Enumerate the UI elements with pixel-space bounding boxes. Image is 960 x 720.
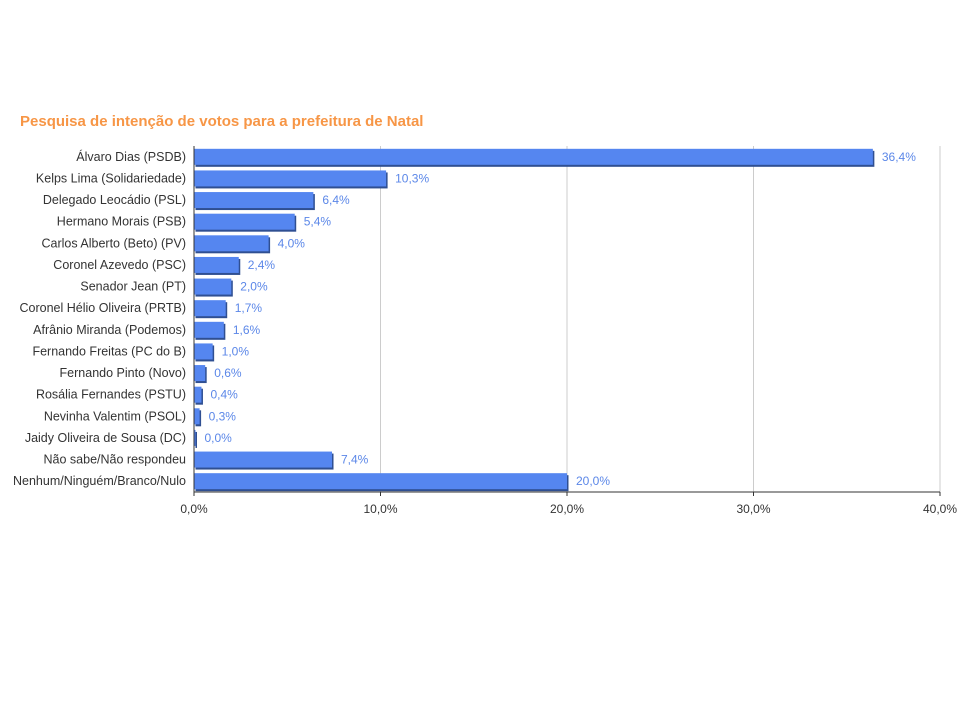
category-label: Rosália Fernandes (PSTU): [36, 388, 186, 402]
x-tick-label: 20,0%: [550, 502, 584, 516]
bar: [194, 321, 224, 338]
x-tick-label: 10,0%: [363, 502, 397, 516]
data-label: 1,7%: [235, 301, 263, 315]
bar: [194, 408, 200, 425]
category-label: Delegado Leocádio (PSL): [43, 193, 186, 207]
x-tick-label: 0,0%: [180, 502, 208, 516]
x-tick-label: 40,0%: [923, 502, 957, 516]
data-label: 2,0%: [240, 280, 268, 294]
category-label: Não sabe/Não respondeu: [44, 453, 187, 467]
category-label: Hermano Morais (PSB): [57, 215, 186, 229]
category-label: Kelps Lima (Solidariedade): [36, 171, 186, 185]
bar: [194, 300, 226, 317]
data-label: 1,0%: [222, 344, 250, 358]
bar: [194, 343, 213, 360]
category-label: Senador Jean (PT): [80, 280, 186, 294]
x-tick-label: 30,0%: [736, 502, 770, 516]
bar: [194, 365, 206, 382]
data-label: 0,4%: [210, 388, 238, 402]
category-label: Fernando Freitas (PC do B): [32, 344, 186, 358]
category-label: Coronel Hélio Oliveira (PRTB): [20, 301, 187, 315]
data-label: 10,3%: [395, 171, 429, 185]
bar-shadow: [195, 431, 197, 448]
bar: [194, 278, 232, 295]
data-label: 1,6%: [233, 323, 261, 337]
data-label: 5,4%: [304, 215, 332, 229]
bar: [194, 235, 269, 252]
data-label: 4,0%: [278, 236, 306, 250]
bar: [194, 192, 314, 209]
chart-title: Pesquisa de intenção de votos para a pre…: [20, 113, 424, 130]
bar: [194, 213, 295, 230]
bar: [194, 170, 387, 187]
category-label: Afrânio Miranda (Podemos): [33, 323, 186, 337]
data-label: 36,4%: [882, 150, 916, 164]
bar: [194, 451, 333, 468]
data-label: 0,0%: [205, 431, 233, 445]
data-label: 6,4%: [322, 193, 350, 207]
data-label: 2,4%: [248, 258, 276, 272]
data-label: 20,0%: [576, 474, 610, 488]
bar: [194, 473, 567, 490]
category-label: Nenhum/Ninguém/Branco/Nulo: [13, 474, 186, 488]
bar: [194, 148, 873, 165]
category-label: Álvaro Dias (PSDB): [76, 149, 186, 164]
data-label: 0,6%: [214, 366, 242, 380]
bar: [194, 256, 239, 273]
data-label: 0,3%: [209, 409, 237, 423]
category-label: Nevinha Valentim (PSOL): [44, 409, 186, 423]
bar: [194, 429, 196, 446]
data-label: 7,4%: [341, 453, 369, 467]
category-label: Fernando Pinto (Novo): [60, 366, 186, 380]
category-label: Carlos Alberto (Beto) (PV): [42, 236, 187, 250]
category-label: Jaidy Oliveira de Sousa (DC): [25, 431, 186, 445]
category-label: Coronel Azevedo (PSC): [53, 258, 186, 272]
bar: [194, 386, 202, 403]
